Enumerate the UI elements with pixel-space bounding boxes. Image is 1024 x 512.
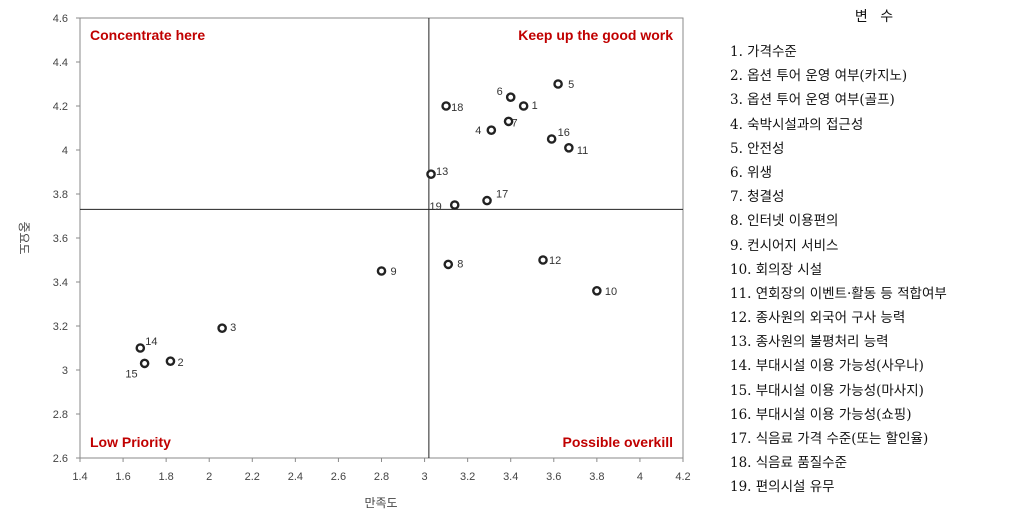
- legend-title: 변 수: [854, 9, 898, 25]
- data-point-label: 9: [391, 266, 397, 278]
- x-tick-label: 3.6: [546, 471, 561, 483]
- legend-item: 6. 위생: [730, 164, 773, 181]
- scatter-chart: 1.4 1.6 1.8 2 2.2 2.4 2.6 2.8 3 3.2 3.4 3.6 3.8 4 4.2 …: [17, 13, 691, 510]
- data-point-17: [482, 195, 492, 206]
- quadrant-label-bottom-left: Low Priority: [90, 434, 171, 450]
- data-point-label: 13: [436, 166, 448, 178]
- legend-item: 7. 청결성: [730, 189, 785, 206]
- legend-item: 3. 옵션 투어 운영 여부(골프): [730, 92, 895, 109]
- legend-item: 9. 컨시어지 서비스: [730, 237, 839, 254]
- data-point-16: [546, 134, 557, 144]
- data-point-13: [426, 169, 436, 179]
- y-tick-label: 4.4: [53, 57, 68, 69]
- data-point-19: [449, 200, 460, 210]
- x-tick-label: 3.4: [503, 471, 518, 483]
- data-point-12: [538, 255, 548, 265]
- y-tick-label: 2.8: [53, 409, 68, 421]
- x-tick-label: 2.8: [374, 471, 389, 483]
- y-tick-label: 2.6: [53, 453, 68, 465]
- quadrant-label-top-right: Keep up the good work: [518, 27, 673, 43]
- legend-list: 1. 가격수준 2. 옵션 투어 운영 여부(카지노) 3. 옵션 투어 운영 여부…: [730, 40, 1022, 500]
- y-tick-label: 3: [62, 365, 68, 377]
- data-point-label: 5: [568, 79, 574, 91]
- data-point-label: 15: [125, 368, 137, 380]
- x-tick-label: 4: [637, 471, 643, 483]
- data-point-5: [553, 79, 563, 89]
- x-axis-title: 만족도: [364, 496, 397, 510]
- data-point-label: 19: [429, 201, 441, 213]
- data-point-label: 17: [496, 189, 508, 201]
- data-point-label: 16: [558, 127, 570, 139]
- data-point-label: 12: [549, 255, 561, 267]
- x-tick-label: 3: [422, 471, 428, 483]
- y-tick-label: 4.2: [53, 101, 68, 113]
- legend-item: 19. 편의시설 유무: [730, 479, 835, 496]
- legend-item: 12. 종사원의 외국어 구사 능력: [730, 310, 906, 327]
- x-tick-label: 3.2: [460, 471, 475, 483]
- legend-item: 17. 식음료 가격 수준(또는 할인율): [730, 431, 929, 447]
- x-tick-label: 2: [206, 471, 212, 483]
- x-tick-label: 1.8: [158, 471, 173, 483]
- x-tick-label: 4.2: [675, 471, 690, 483]
- data-point-10: [592, 285, 602, 296]
- legend-item: 4. 숙박시설과의 접근성: [730, 116, 864, 133]
- legend-item: 13. 종사원의 불평처리 능력: [730, 334, 889, 351]
- legend-item: 5. 안전성: [730, 140, 785, 157]
- legend-item: 18. 식음료 품질수준: [730, 455, 847, 472]
- y-axis-title: 중요도: [17, 221, 31, 254]
- data-point-label: 1: [532, 100, 538, 112]
- legend-item: 15. 부대시설 이용 가능성(마사지): [730, 382, 924, 399]
- variable-legend: 변 수 1. 가격수준 2. 옵션 투어 운영 여부(카지노) 3. 옵션 투어 운…: [730, 6, 1022, 500]
- data-point-2: [165, 356, 176, 367]
- x-tick-label: 2.2: [245, 471, 260, 483]
- data-point-15: [139, 358, 150, 369]
- data-point-label: 4: [475, 125, 481, 137]
- legend-item: 1. 가격수준: [730, 44, 797, 60]
- data-point-11: [564, 142, 574, 153]
- quadrant-label-top-left: Concentrate here: [90, 27, 205, 43]
- x-tick-label: 3.8: [589, 471, 604, 483]
- y-tick-label: 4.6: [53, 13, 68, 25]
- x-tick-label: 1.4: [72, 471, 87, 483]
- data-point-9: [376, 266, 387, 276]
- legend-item: 11. 연회장의 이벤트·활동 등 적합여부: [730, 285, 947, 302]
- y-tick-label: 4: [62, 145, 68, 157]
- data-point-label: 18: [451, 102, 463, 114]
- data-point-1: [518, 101, 529, 111]
- x-tick-label: 1.6: [115, 471, 130, 483]
- y-tick-label: 3.8: [53, 189, 68, 201]
- x-tick-label: 2.4: [288, 471, 303, 483]
- data-point-label: 14: [145, 336, 157, 348]
- data-point-label: 10: [605, 286, 617, 298]
- data-point-8: [443, 259, 454, 270]
- x-tick-label: 2.6: [331, 471, 346, 483]
- legend-item: 14. 부대시설 이용 가능성(사우나): [730, 358, 924, 375]
- data-point-18: [441, 101, 451, 111]
- data-point-label: 3: [230, 322, 236, 334]
- data-point-label: 2: [177, 357, 183, 369]
- data-point-label: 11: [577, 145, 588, 157]
- data-point-6: [505, 92, 516, 102]
- data-point-label: 6: [497, 86, 503, 98]
- data-point-4: [486, 125, 497, 135]
- legend-item: 2. 옵션 투어 운영 여부(카지노): [730, 68, 908, 85]
- plot-area-frame: [79, 17, 684, 459]
- data-point-3: [217, 323, 227, 334]
- data-point-label: 8: [457, 258, 463, 270]
- quadrant-label-bottom-right: Possible overkill: [563, 434, 674, 450]
- data-point-14: [135, 343, 146, 353]
- legend-item: 8. 인터넷 이용편의: [730, 213, 839, 230]
- legend-item: 16. 부대시설 이용 가능성(쇼핑): [730, 406, 912, 423]
- legend-item: 10. 회의장 시설: [730, 261, 823, 278]
- y-tick-label: 3.6: [53, 233, 68, 245]
- data-point-label: 7: [512, 117, 518, 129]
- data-point-7: [503, 116, 514, 127]
- y-tick-label: 3.2: [53, 321, 68, 333]
- y-tick-label: 3.4: [53, 277, 68, 289]
